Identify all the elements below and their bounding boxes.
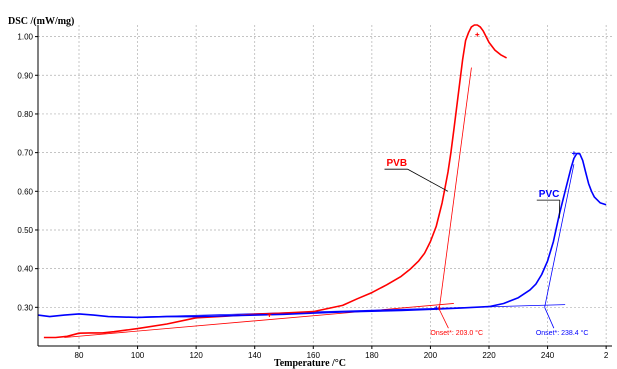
onset-leader-pvc	[544, 307, 555, 329]
label-leader-pvc	[558, 200, 561, 219]
baseline-pvb	[64, 303, 454, 338]
axes: 80 100 120 140 160 180 200 220 240 2 0.30 0.40 0.50 0…	[17, 25, 612, 360]
x-tick-label: 240	[541, 351, 555, 360]
onset-leader-pvb	[438, 309, 449, 329]
x-tick-label: 120	[189, 351, 203, 360]
tangent-pvc	[544, 164, 575, 308]
marker-pvc	[434, 306, 439, 311]
marker-pvb	[267, 313, 272, 318]
series-line-pvb	[43, 24, 507, 339]
x-tick-label: 80	[75, 351, 84, 360]
x-tick-label: 180	[365, 351, 379, 360]
x-axis-label: Temperature /°C	[274, 358, 346, 369]
marker-pvb	[475, 32, 480, 37]
series-lines	[37, 24, 607, 339]
y-tick-label: 1.00	[17, 33, 33, 42]
grid-lines	[38, 25, 612, 346]
curve-markers	[267, 32, 576, 318]
marker-pvc	[571, 151, 576, 156]
y-tick-label: 0.50	[17, 226, 33, 235]
baseline-pvc	[137, 304, 566, 318]
series-label-pvc: PVC	[539, 189, 560, 200]
y-tick-label: 0.30	[17, 303, 33, 312]
annotations: PVB PVC Onset*: 203.0 °C Onset*: 238.4 °C	[384, 158, 589, 337]
x-tick-label: 220	[482, 351, 496, 360]
y-tick-label: 0.90	[17, 71, 33, 80]
onset-label-pvc: Onset*: 238.4 °C	[536, 329, 589, 337]
x-tick-label: 140	[248, 351, 262, 360]
y-tick-label: 0.60	[17, 187, 33, 196]
y-tick-label: 0.80	[17, 110, 33, 119]
series-line-pvc	[37, 152, 607, 319]
y-tick-label: 0.40	[17, 265, 33, 274]
y-axis-label: DSC /(mW/mg)	[8, 16, 74, 27]
tangent-pvb	[438, 67, 472, 310]
x-tick-label: 200	[424, 351, 438, 360]
label-leader-pvb	[407, 168, 449, 192]
x-tick-label: 2	[604, 351, 609, 360]
onset-label-pvb: Onset*: 203.0 °C	[430, 329, 483, 337]
series-label-pvb: PVB	[387, 158, 408, 169]
tangent-lines	[64, 67, 575, 338]
y-tick-label: 0.70	[17, 149, 33, 158]
x-tick-label: 160	[307, 351, 321, 360]
x-tick-label: 100	[131, 351, 145, 360]
